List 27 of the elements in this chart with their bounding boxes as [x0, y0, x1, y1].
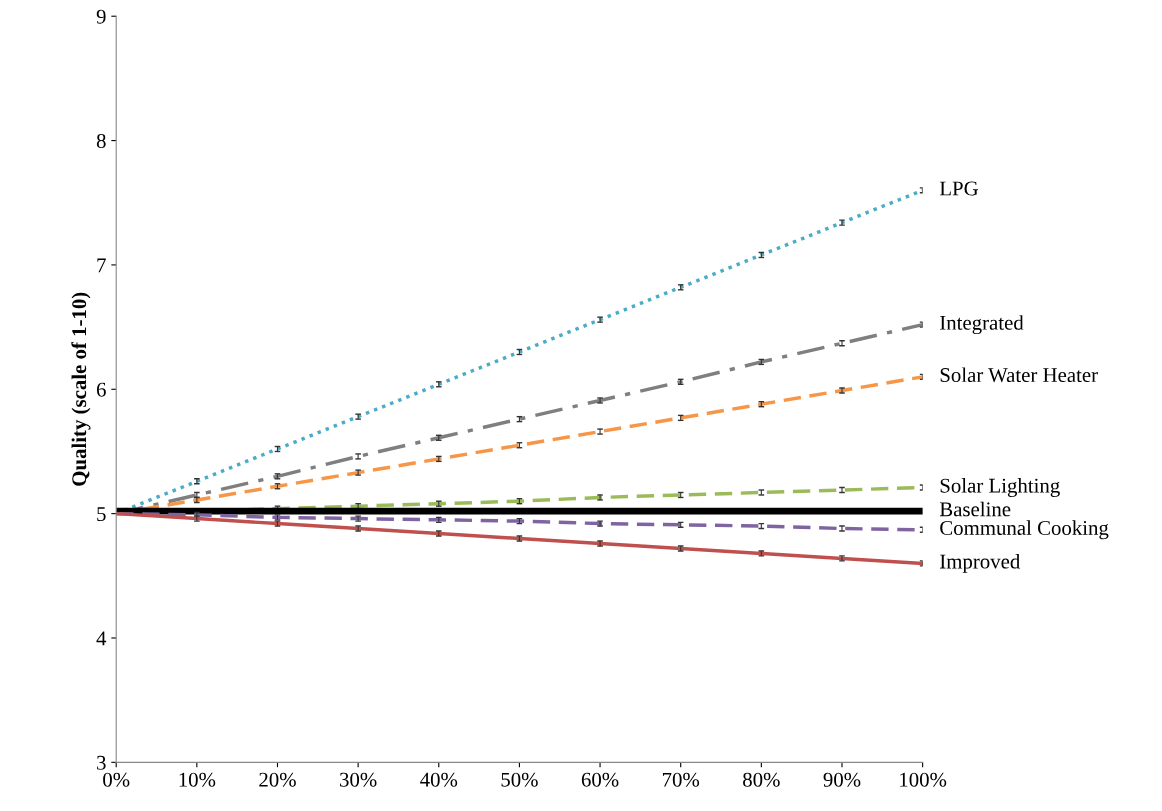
x-tick-label: 20% [259, 772, 296, 787]
y-tick-label: 5 [97, 507, 106, 522]
x-tick-label: 90% [823, 772, 861, 787]
series-label: Solar Water Heater [940, 367, 1098, 383]
y-tick-label: 3 [97, 755, 106, 770]
y-tick-label: 6 [96, 382, 106, 397]
y-tick-label: 7 [97, 258, 106, 273]
line-series [116, 511, 923, 566]
series-label: Baseline [939, 501, 1011, 517]
x-tick-label: 70% [662, 772, 700, 787]
series-label: Solar Lighting [940, 478, 1060, 497]
x-tick-label: 0% [103, 772, 130, 787]
y-axis-title: Quality (scale of 1-10) [71, 292, 91, 486]
x-tick-label: 100% [900, 772, 947, 787]
x-tick-label: 30% [340, 772, 377, 787]
x-tick-label: 50% [501, 772, 538, 787]
x-tick-label: 80% [743, 772, 780, 787]
y-tick-label: 8 [96, 133, 106, 149]
series-label: Communal Cooking [940, 520, 1109, 540]
x-tick-label: 10% [179, 772, 216, 787]
y-tick-label: 4 [96, 631, 107, 646]
y-tick-label: 9 [96, 9, 106, 24]
series-label: LPG [939, 181, 978, 196]
x-tick-label: 60% [581, 772, 619, 787]
series-label: Improved [940, 553, 1021, 573]
x-tick-label: 40% [420, 772, 458, 787]
series-label: Integrated [940, 315, 1024, 335]
